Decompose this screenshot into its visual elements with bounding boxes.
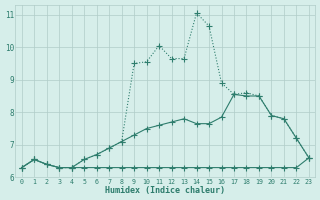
X-axis label: Humidex (Indice chaleur): Humidex (Indice chaleur) [105, 186, 225, 195]
